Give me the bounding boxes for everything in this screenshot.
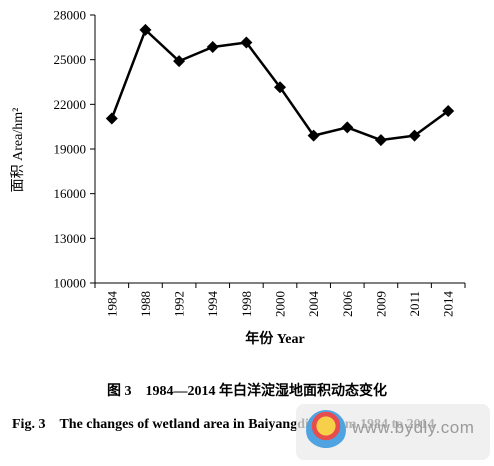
data-point-marker (173, 55, 186, 68)
data-point-marker (408, 129, 421, 142)
x-tick-label: 2009 (373, 291, 388, 317)
data-point-marker (206, 41, 219, 54)
line-chart: 28000 25000 22000 19000 16000 13000 10000 1984… (10, 8, 466, 347)
data-point-marker (139, 23, 152, 36)
y-tick-label: 13000 (54, 231, 87, 246)
chart-axes (94, 15, 465, 284)
x-tick-label: 2000 (273, 291, 288, 317)
data-point-marker (341, 121, 354, 134)
y-tick-label: 28000 (54, 8, 87, 23)
data-point-marker (374, 134, 387, 147)
x-tick-label: 2014 (441, 291, 456, 318)
figure-caption-cn: 图 3 1984—2014 年白洋淀湿地面积动态变化 (107, 384, 387, 399)
y-tick-label: 19000 (54, 142, 87, 157)
data-point-marker (442, 105, 455, 118)
data-point-marker (274, 81, 286, 94)
y-tick-label: 10000 (54, 276, 87, 291)
x-tick-label: 2004 (306, 291, 321, 318)
y-tick-label: 16000 (54, 186, 87, 201)
x-tick-label: 2011 (407, 291, 422, 317)
x-tick-label: 1998 (239, 291, 254, 317)
watermark-text: www.bydly.com (352, 418, 475, 437)
x-tick-label: 1988 (138, 291, 153, 317)
y-axis-ticks: 28000 25000 22000 19000 16000 13000 10000 (54, 8, 95, 291)
x-tick-label: 1994 (205, 291, 220, 318)
x-tick-label: 2006 (340, 291, 355, 318)
watermark: www.bydly.com (296, 404, 490, 460)
data-point-marker (307, 129, 320, 142)
x-tick-label: 1992 (172, 291, 187, 317)
data-point-marker (240, 36, 253, 49)
x-axis-label: 年份 Year (245, 330, 305, 347)
y-axis-label: 面积 Area/hm² (10, 108, 26, 193)
x-axis-ticks: 1984 1988 1992 1994 1998 2000 2004 2006 2009 2011… (94, 283, 466, 318)
x-tick-label: 1984 (104, 291, 119, 318)
y-tick-label: 22000 (54, 97, 87, 112)
data-point-marker (105, 112, 118, 125)
y-tick-label: 25000 (54, 52, 87, 67)
site-logo-icon (306, 410, 346, 450)
series-layer (105, 23, 455, 147)
